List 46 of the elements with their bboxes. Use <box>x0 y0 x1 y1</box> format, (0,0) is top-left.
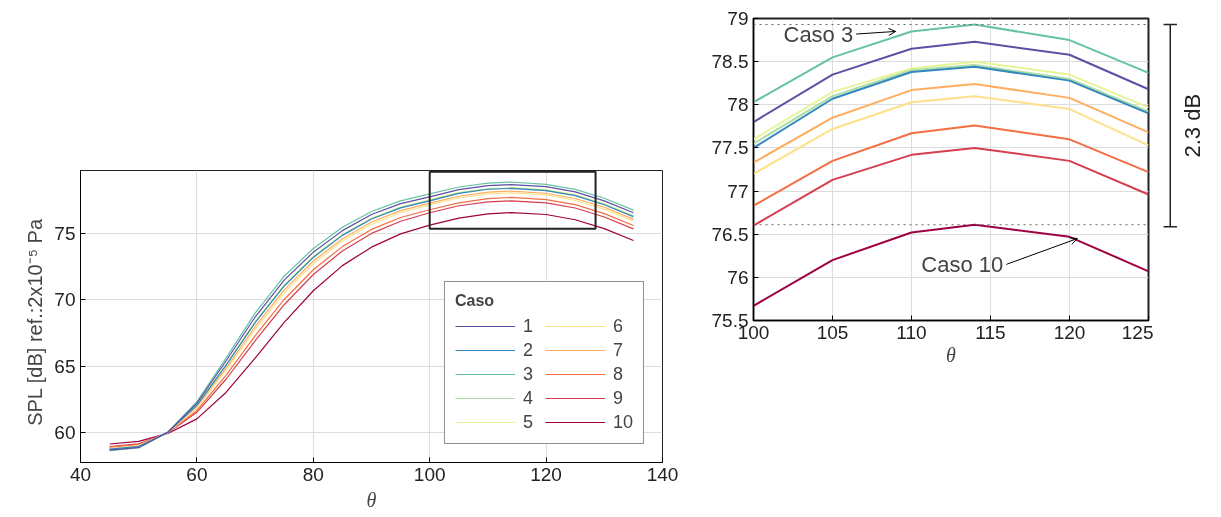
legend-label: 10 <box>612 411 633 433</box>
legend-label: 9 <box>612 387 624 409</box>
legend-title: Caso <box>454 292 496 310</box>
annotation: Caso 3 <box>783 21 853 47</box>
legend-label: 6 <box>612 315 624 337</box>
x-tick-label: 60 <box>186 463 208 485</box>
annotation: Caso 10 <box>921 251 1003 277</box>
y-tick-label: 65 <box>54 355 76 377</box>
y-tick-label: 77 <box>727 180 749 202</box>
x-axis-title: θ <box>366 488 377 511</box>
legend-label: 4 <box>522 387 534 409</box>
x-tick-label: 120 <box>1053 321 1085 343</box>
x-tick-label: 115 <box>975 321 1006 343</box>
y-tick-label: 76.5 <box>711 223 749 245</box>
x-tick-label: 80 <box>302 463 324 485</box>
legend-label: 5 <box>522 411 534 433</box>
line-series <box>753 124 1149 207</box>
x-tick-label: 140 <box>646 463 679 485</box>
x-tick-label: 110 <box>896 321 927 343</box>
line-series <box>753 223 1149 307</box>
y-tick-label: 76 <box>727 266 749 288</box>
x-axis-title: θ <box>945 343 956 366</box>
y-tick-label: 75 <box>54 223 76 245</box>
legend-label: 3 <box>522 363 534 385</box>
x-tick-label: 120 <box>530 463 562 485</box>
legend-label: 7 <box>612 339 624 361</box>
x-tick-label: 100 <box>413 463 446 485</box>
legend-label: 1 <box>522 315 534 337</box>
x-tick-label: 40 <box>69 463 92 485</box>
y-tick-label: 79 <box>727 8 749 29</box>
y-tick-label: 77.5 <box>711 137 749 159</box>
y-tick-label: 78 <box>727 94 749 116</box>
y-tick-label: 60 <box>54 421 76 443</box>
text: 2.3 dB <box>1180 93 1206 158</box>
y-tick-label: 70 <box>54 289 76 311</box>
x-tick-label: 105 <box>816 321 848 343</box>
legend-label: 8 <box>612 363 624 385</box>
line-series <box>753 23 1149 104</box>
line-series <box>753 83 1149 164</box>
line-series <box>753 95 1149 175</box>
legend-label: 2 <box>522 339 534 361</box>
x-tick-label: 125 <box>1121 321 1154 343</box>
line-series <box>753 146 1149 227</box>
y-tick-label: 78.5 <box>711 51 749 73</box>
line-series <box>753 40 1149 124</box>
y-axis-title: SPL [dB] ref.:2x10⁻⁵ Pa <box>24 218 47 426</box>
